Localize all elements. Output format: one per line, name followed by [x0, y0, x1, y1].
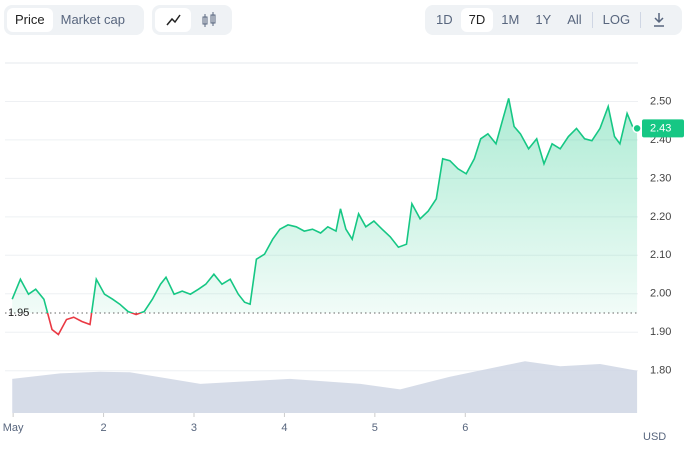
download[interactable] — [643, 8, 675, 32]
current-price-label: 2.43 — [650, 122, 671, 134]
market-cap-tab[interactable]: Market cap — [60, 12, 125, 27]
x-tick-label: 2 — [101, 422, 107, 434]
view-toggle: Price Market cap — [4, 5, 144, 35]
y-tick-label: 1.80 — [650, 365, 671, 377]
candle-icon[interactable] — [191, 8, 227, 32]
price-area — [12, 98, 638, 313]
price-line-below — [46, 313, 143, 336]
y-tick-label: 2.00 — [650, 288, 671, 300]
range-1d[interactable]: 1D — [436, 12, 453, 27]
x-tick-label: 3 — [191, 422, 197, 434]
y-tick-label: 2.10 — [650, 249, 671, 261]
y-tick-label: 1.90 — [650, 326, 671, 338]
range-toggle: 1D 7D 1M 1Y All LOG — [425, 5, 682, 35]
y-tick-label: 2.30 — [650, 172, 671, 184]
line-icon[interactable] — [155, 8, 191, 32]
range-7d[interactable]: 7D — [460, 8, 494, 32]
current-price-badge — [642, 119, 684, 138]
y-tick-label: 2.40 — [650, 134, 671, 146]
x-tick-label: May — [3, 422, 24, 434]
candle-glyph — [202, 12, 216, 27]
x-tick-label: 5 — [372, 422, 378, 434]
log-toggle[interactable]: LOG — [602, 12, 631, 27]
separator — [591, 12, 593, 28]
x-tick-label: 4 — [281, 422, 287, 434]
y-tick-label: 2.50 — [650, 95, 671, 107]
line-glyph — [166, 14, 181, 26]
last-point — [632, 123, 642, 134]
range-all[interactable]: All — [567, 12, 582, 27]
range-1m[interactable]: 1M — [501, 12, 520, 27]
download-glyph — [654, 13, 665, 27]
baseline-label: 1.95 — [8, 307, 29, 319]
chart-style-toggle — [152, 5, 232, 35]
x-tick-label: 6 — [462, 422, 468, 434]
price-line — [11, 98, 638, 313]
y-tick-label: 2.20 — [650, 211, 671, 223]
volume-area — [12, 361, 638, 413]
range-1y[interactable]: 1Y — [535, 12, 552, 27]
y-unit-label: USD — [643, 431, 666, 443]
price-tab[interactable]: Price — [7, 8, 53, 32]
separator — [640, 12, 642, 28]
